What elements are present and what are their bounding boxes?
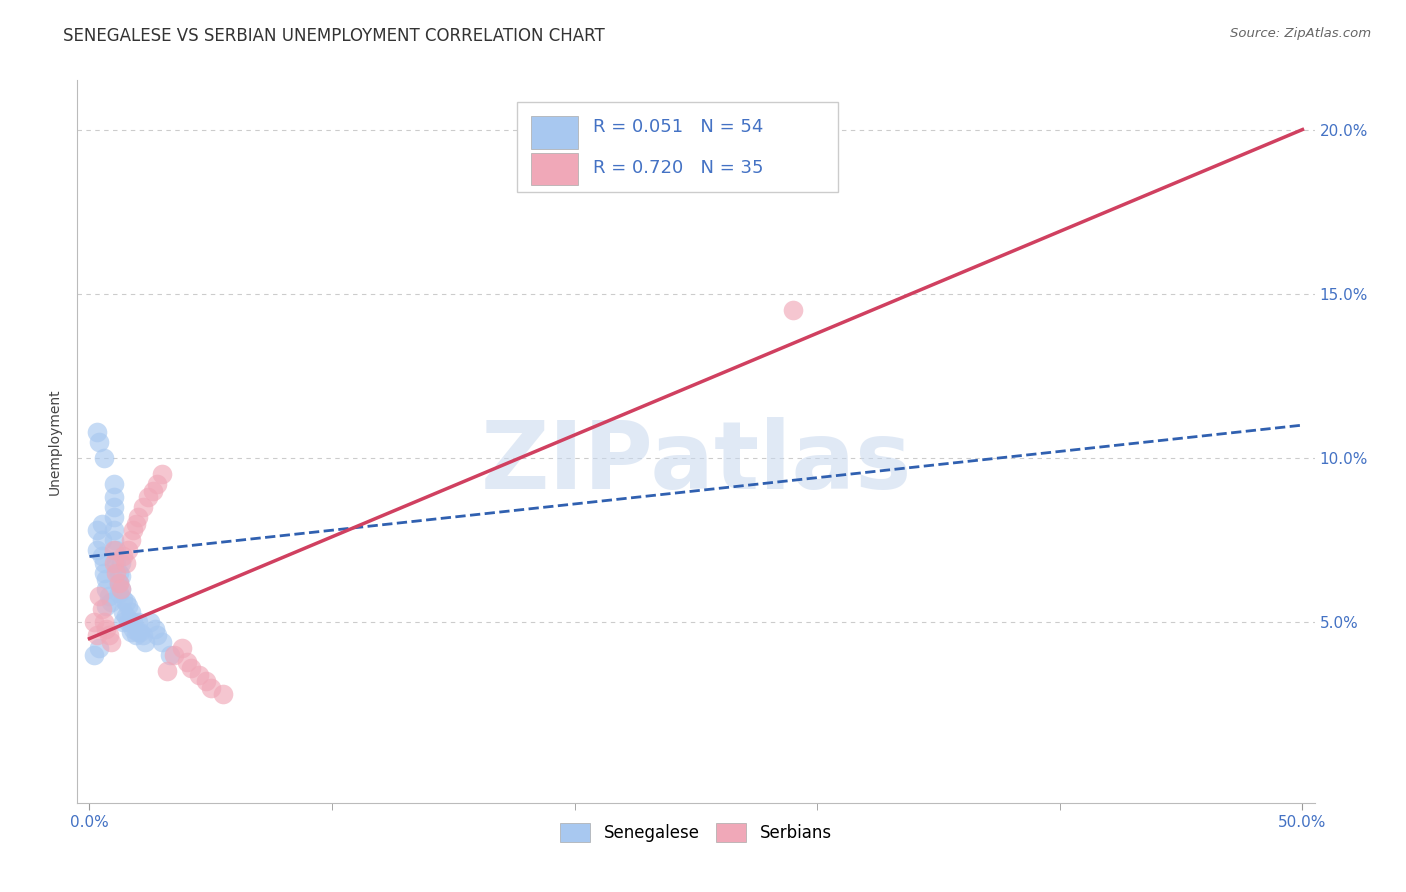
Point: [132, 500, 155, 515]
Point: [107, 585, 129, 599]
Point: [150, 635, 173, 649]
Point: [127, 625, 149, 640]
Point: [103, 556, 125, 570]
Point: [103, 533, 125, 547]
Point: [86, 425, 108, 439]
Point: [117, 599, 139, 613]
Point: [86, 523, 108, 537]
Point: [146, 628, 169, 642]
Point: [156, 665, 179, 679]
Point: [122, 523, 145, 537]
Point: [112, 615, 135, 630]
FancyBboxPatch shape: [531, 153, 578, 185]
Point: [122, 615, 145, 630]
Y-axis label: Unemployment: Unemployment: [48, 388, 62, 495]
Point: [90, 533, 112, 547]
Point: [93, 615, 115, 630]
Point: [93, 556, 115, 570]
Point: [146, 477, 169, 491]
FancyBboxPatch shape: [516, 102, 838, 193]
Point: [129, 625, 152, 640]
Point: [97, 589, 120, 603]
Text: SENEGALESE VS SERBIAN UNEMPLOYMENT CORRELATION CHART: SENEGALESE VS SERBIAN UNEMPLOYMENT CORRE…: [63, 27, 605, 45]
Point: [115, 608, 138, 623]
Point: [115, 595, 138, 609]
Point: [100, 595, 122, 609]
Point: [127, 615, 149, 630]
Point: [103, 542, 125, 557]
Point: [127, 510, 149, 524]
Point: [117, 542, 139, 557]
Point: [103, 510, 125, 524]
Point: [194, 674, 217, 689]
Point: [83, 615, 105, 630]
Point: [107, 575, 129, 590]
Point: [96, 582, 118, 597]
Point: [93, 450, 115, 465]
Point: [103, 523, 125, 537]
Point: [176, 655, 198, 669]
Point: [90, 549, 112, 564]
Point: [150, 467, 173, 482]
Point: [141, 483, 163, 498]
Point: [100, 635, 122, 649]
Point: [90, 516, 112, 531]
Point: [86, 628, 108, 642]
Point: [159, 648, 181, 662]
Point: [90, 602, 112, 616]
Point: [86, 542, 108, 557]
Point: [136, 491, 159, 505]
Point: [120, 625, 142, 640]
Point: [212, 687, 235, 701]
Point: [105, 566, 128, 580]
Point: [122, 622, 145, 636]
Point: [120, 533, 142, 547]
Point: [83, 648, 105, 662]
Point: [105, 542, 128, 557]
Text: Source: ZipAtlas.com: Source: ZipAtlas.com: [1230, 27, 1371, 40]
Point: [89, 641, 111, 656]
Point: [93, 566, 115, 580]
Point: [112, 605, 135, 619]
Point: [96, 573, 118, 587]
Point: [117, 615, 139, 630]
Point: [103, 491, 125, 505]
Point: [110, 556, 132, 570]
Point: [103, 500, 125, 515]
Point: [103, 477, 125, 491]
Point: [782, 303, 804, 318]
Point: [112, 549, 135, 564]
Point: [89, 434, 111, 449]
Text: ZIPatlas: ZIPatlas: [481, 417, 911, 509]
Point: [143, 622, 166, 636]
Point: [180, 661, 202, 675]
Text: R = 0.720   N = 35: R = 0.720 N = 35: [593, 160, 763, 178]
Point: [134, 635, 156, 649]
Point: [170, 641, 193, 656]
Point: [110, 582, 132, 597]
Point: [107, 575, 129, 590]
Point: [110, 582, 132, 597]
Point: [124, 516, 146, 531]
Point: [105, 556, 128, 570]
Point: [89, 589, 111, 603]
Legend: Senegalese, Serbians: Senegalese, Serbians: [554, 816, 838, 848]
Point: [120, 605, 142, 619]
Point: [112, 592, 135, 607]
Point: [200, 681, 222, 695]
Point: [120, 615, 142, 630]
Point: [132, 628, 155, 642]
Point: [163, 648, 186, 662]
Point: [115, 556, 138, 570]
Point: [107, 566, 129, 580]
FancyBboxPatch shape: [531, 116, 578, 149]
Point: [96, 599, 118, 613]
Point: [110, 569, 132, 583]
Point: [96, 622, 118, 636]
Point: [139, 615, 162, 630]
Point: [187, 667, 209, 681]
Point: [124, 628, 146, 642]
Text: R = 0.051   N = 54: R = 0.051 N = 54: [593, 119, 763, 136]
Point: [97, 628, 120, 642]
